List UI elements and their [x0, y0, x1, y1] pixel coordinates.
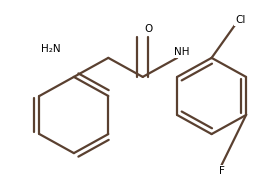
Text: NH: NH [174, 47, 189, 57]
Text: H₂N: H₂N [41, 44, 61, 54]
Text: F: F [219, 166, 225, 176]
Text: O: O [144, 24, 153, 33]
Text: Cl: Cl [235, 15, 246, 25]
